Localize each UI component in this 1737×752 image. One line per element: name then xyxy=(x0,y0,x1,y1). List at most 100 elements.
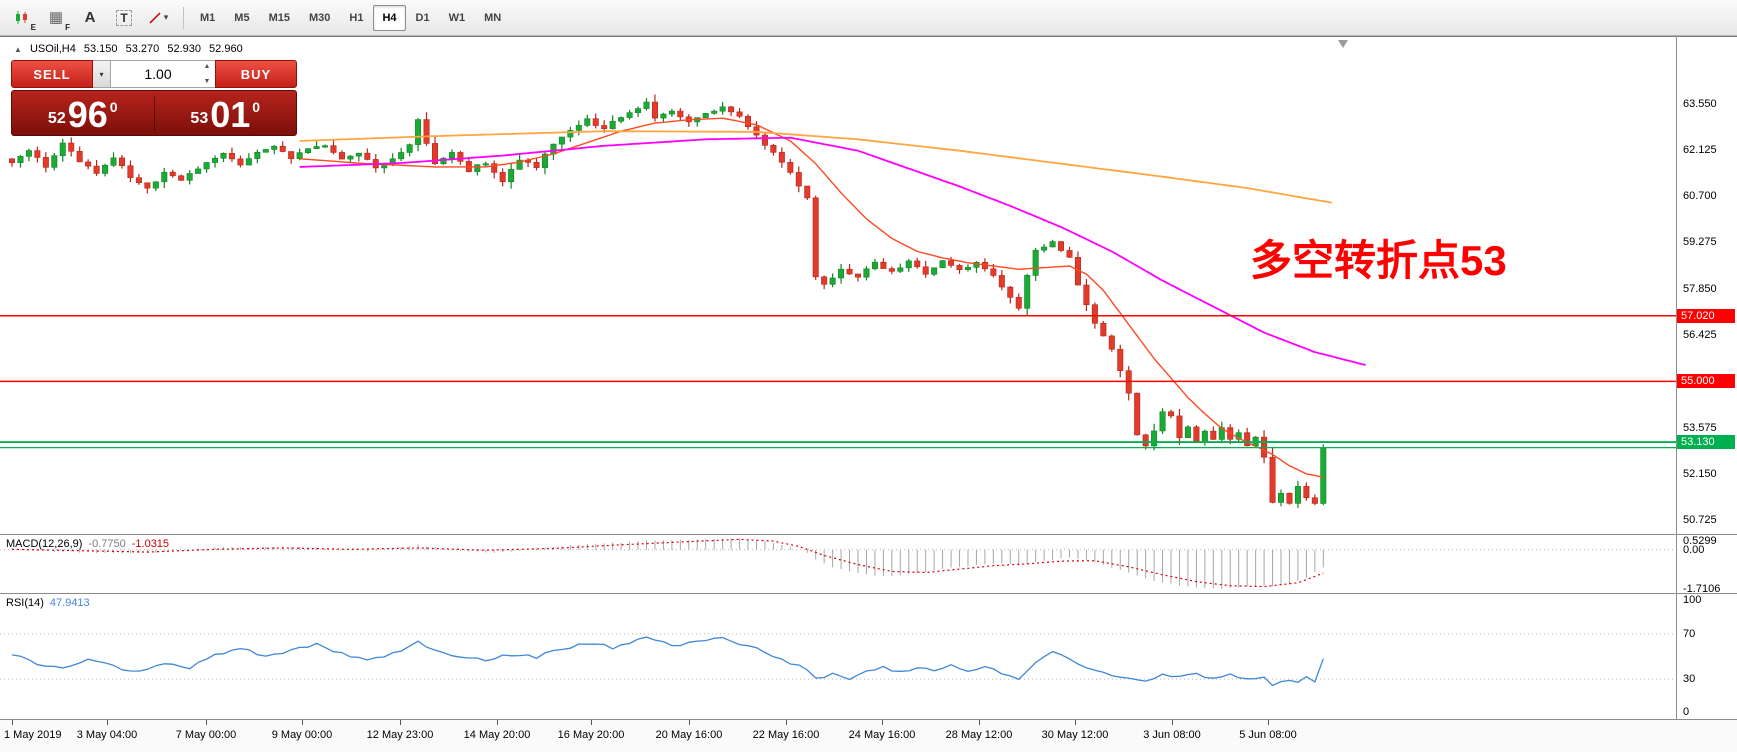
price-axis-label: 57.850 xyxy=(1683,282,1717,295)
quote-divider xyxy=(153,95,155,131)
price-axis-label: 56.425 xyxy=(1683,329,1717,342)
text-label-icon[interactable]: A xyxy=(84,9,96,26)
time-axis-label: 14 May 20:00 xyxy=(463,729,531,741)
price-axis-label: 63.550 xyxy=(1683,97,1717,110)
mini-candles-glyph xyxy=(16,10,27,24)
ohlc-high: 53.270 xyxy=(125,43,160,55)
grid-glyph: ▦ xyxy=(48,9,64,26)
timeframe-group: M1 M5 M15 M30 H1 H4 D1 W1 MN xyxy=(191,4,511,31)
volume-field: ▲ ▼ xyxy=(111,60,215,88)
icon-badge: E xyxy=(30,22,36,32)
rsi-axis-label: 0 xyxy=(1683,706,1690,718)
time-axis-label: 7 May 00:00 xyxy=(175,729,237,741)
main-chart-panel: ▲ USOil,H4 53.150 53.270 52.930 52.960 多… xyxy=(0,36,1737,534)
candles xyxy=(9,94,1327,508)
trade-buttons-row: SELL ▾ ▲ ▼ BUY xyxy=(11,60,297,88)
text-box-icon[interactable]: T xyxy=(108,3,140,33)
buy-price-big: 01 xyxy=(210,94,251,136)
drawing-tools-icon[interactable]: ▾ xyxy=(142,3,174,33)
time-tick xyxy=(1172,720,1173,725)
price-level-label: 53.130 xyxy=(1677,435,1735,450)
macd-axis-label: -1.7106 xyxy=(1683,582,1721,593)
chart-symbol-label: ▲ USOil,H4 53.150 53.270 52.930 52.960 xyxy=(14,43,248,55)
time-tick xyxy=(12,720,13,725)
time-tick xyxy=(882,720,883,725)
time-tick xyxy=(107,720,108,725)
sell-price-sup: 0 xyxy=(109,99,118,115)
ohlc-close: 52.960 xyxy=(209,43,243,55)
chart-annotation-text: 多空转折点53 xyxy=(1250,237,1507,284)
tf-button-m15[interactable]: M15 xyxy=(268,11,290,24)
macd-panel: MACD(12,26,9) -0.7750 -1.0315 0.5299 0.00 -1… xyxy=(0,534,1737,593)
tf-button-d1[interactable]: D1 xyxy=(415,11,430,24)
sell-price-prefix: 52 xyxy=(47,110,66,127)
time-tick xyxy=(400,720,401,725)
volume-dropdown-caret[interactable]: ▾ xyxy=(93,60,111,88)
price-axis-label: 50.725 xyxy=(1683,514,1717,527)
candlestick-chart-icon[interactable]: E xyxy=(6,3,38,33)
macd-plot[interactable] xyxy=(0,535,1676,593)
tf-button-m30[interactable]: M30 xyxy=(308,11,331,24)
tf-button-m5[interactable]: M5 xyxy=(234,11,250,24)
rsi-axis-label: 30 xyxy=(1683,673,1696,686)
trendline-glyph xyxy=(149,11,161,24)
time-tick xyxy=(206,720,207,725)
tf-button-h1[interactable]: H1 xyxy=(349,11,364,24)
grid-icon[interactable]: ▦ F xyxy=(40,3,72,33)
tf-button-mn[interactable]: MN xyxy=(484,11,502,24)
time-axis-label: 30 May 12:00 xyxy=(1041,729,1109,741)
quote-panel: 52 96 0 53 01 0 xyxy=(11,90,297,136)
toolbar-separator xyxy=(183,6,184,29)
buy-price-prefix: 53 xyxy=(190,110,209,127)
buy-button[interactable]: BUY xyxy=(215,60,297,88)
time-axis-label: 3 Jun 08:00 xyxy=(1143,729,1201,741)
price-axis-label: 53.575 xyxy=(1683,421,1717,434)
one-click-toggle-icon[interactable]: ▲ xyxy=(14,45,22,54)
time-tick xyxy=(497,720,498,725)
price-axis-label: 52.150 xyxy=(1683,467,1717,480)
tf-button-w1[interactable]: W1 xyxy=(448,11,466,24)
sell-price: 52 96 0 xyxy=(12,91,154,135)
time-axis-label: 3 May 04:00 xyxy=(76,729,138,741)
time-axis-label: 28 May 12:00 xyxy=(945,729,1013,741)
macd-label: MACD(12,26,9) -0.7750 -1.0315 xyxy=(6,538,170,550)
rsi-plot[interactable] xyxy=(0,594,1676,719)
ohlc-open: 53.150 xyxy=(83,43,118,55)
rsi-label: RSI(14) 47.9413 xyxy=(6,597,90,609)
time-axis-label: 9 May 00:00 xyxy=(271,729,333,741)
time-tick xyxy=(979,720,980,725)
time-axis-label: 12 May 23:00 xyxy=(366,729,434,741)
volume-input[interactable] xyxy=(111,65,215,83)
macd-signal-line xyxy=(11,538,1324,588)
one-click-trade-panel: SELL ▾ ▲ ▼ BUY 52 96 0 xyxy=(11,60,297,136)
price-chart-plot[interactable] xyxy=(0,37,1676,534)
chart-shift-marker[interactable] xyxy=(1338,40,1348,48)
icon-badge: F xyxy=(65,22,70,32)
sell-button[interactable]: SELL xyxy=(11,60,93,88)
buy-price: 53 01 0 xyxy=(155,91,297,135)
time-axis-label: 22 May 16:00 xyxy=(752,729,820,741)
volume-spin-up-icon[interactable]: ▲ xyxy=(203,63,211,70)
macd-main-value: -0.7750 xyxy=(88,538,126,550)
toolbar: E ▦ F A T ▾ M1 M5 M15 M30 H1 H4 D1 W1 MN xyxy=(0,0,1737,36)
macd-axis-label: 0.00 xyxy=(1683,543,1705,556)
time-tick xyxy=(786,720,787,725)
tf-button-m1[interactable]: M1 xyxy=(200,11,216,24)
price-axis-label: 60.700 xyxy=(1683,190,1717,203)
time-axis-label: 24 May 16:00 xyxy=(848,729,916,741)
time-axis-label: 1 May 2019 xyxy=(4,729,62,741)
price-axis-label: 59.275 xyxy=(1683,236,1717,249)
tf-button-h4[interactable]: H4 xyxy=(373,4,406,31)
ohlc-low: 52.930 xyxy=(167,43,201,55)
dropdown-caret-icon: ▾ xyxy=(163,12,169,22)
volume-spinner: ▲ ▼ xyxy=(201,63,213,85)
rsi-value: 47.9413 xyxy=(49,597,90,609)
time-tick xyxy=(1075,720,1076,725)
buy-price-sup: 0 xyxy=(252,99,261,115)
price-level-label: 57.020 xyxy=(1677,308,1735,323)
time-axis-label: 20 May 16:00 xyxy=(655,729,723,741)
volume-spin-down-icon[interactable]: ▼ xyxy=(203,78,211,85)
time-axis-label: 5 Jun 08:00 xyxy=(1239,729,1297,741)
time-axis-label: 16 May 20:00 xyxy=(557,729,625,741)
